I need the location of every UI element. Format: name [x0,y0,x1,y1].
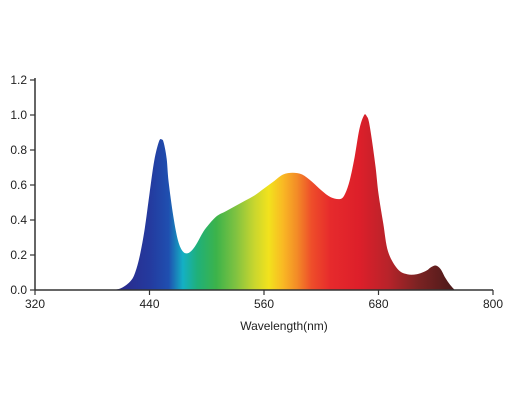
y-ticks: 0.0 0.2 0.4 0.6 0.8 1.0 1.2 [10,73,35,297]
y-tick-label: 0.2 [10,248,27,262]
spectrum-area [111,114,455,290]
y-tick-label: 0.6 [10,178,27,192]
x-tick-label: 680 [368,297,388,311]
y-tick-label: 0.0 [10,283,27,297]
x-ticks: 320 440 560 680 800 [25,290,503,311]
y-tick-label: 1.2 [10,73,27,87]
plot-area [111,114,455,290]
x-tick-label: 800 [483,297,503,311]
x-tick-label: 440 [139,297,159,311]
x-tick-label: 320 [25,297,45,311]
x-tick-label: 560 [254,297,274,311]
y-tick-label: 0.8 [10,143,27,157]
x-axis-title: Wavelength(nm) [240,319,328,333]
y-tick-label: 0.4 [10,213,27,227]
y-tick-label: 1.0 [10,108,27,122]
